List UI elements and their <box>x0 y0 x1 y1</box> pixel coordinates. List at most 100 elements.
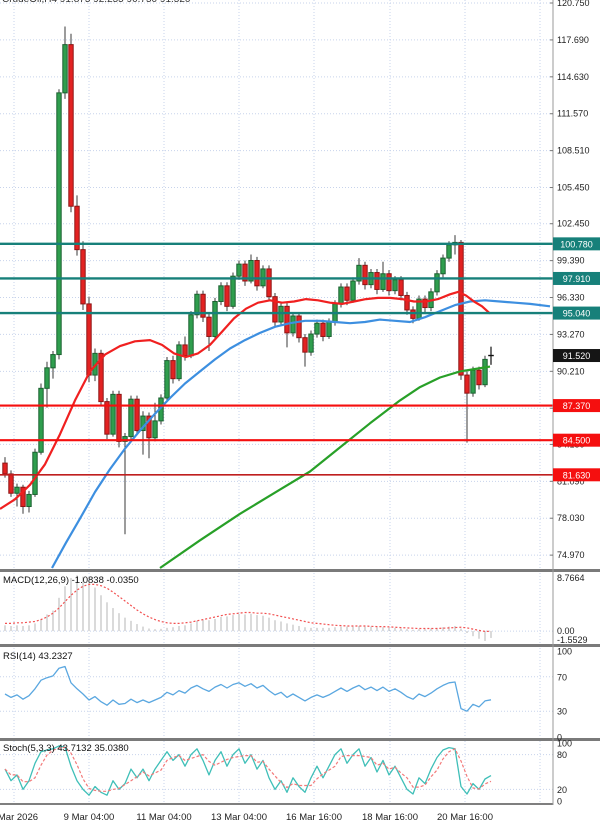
resistance-price-tag[interactable]: 95.040 <box>563 309 591 319</box>
pane-separator <box>0 644 600 647</box>
candle-down <box>458 241 464 376</box>
candle-down <box>146 415 152 439</box>
support-price-tag[interactable]: 87.370 <box>563 401 591 411</box>
candle-up <box>308 333 314 353</box>
candle-up <box>326 321 332 337</box>
rsi-axis-label: 100 <box>557 647 572 657</box>
candle-down <box>284 305 290 334</box>
candle-down <box>302 337 308 353</box>
candle-up <box>26 493 32 508</box>
stoch-k-line <box>4 745 492 796</box>
candle-down <box>422 298 428 309</box>
candle-up <box>314 322 320 335</box>
candle-up <box>164 360 170 399</box>
resistance-price-tag[interactable]: 97.910 <box>563 274 591 284</box>
candle-up <box>392 279 398 292</box>
price-axis-label: 78.030 <box>557 513 585 523</box>
candle-down <box>476 369 482 386</box>
time-axis-label[interactable]: 18 Mar 16:00 <box>362 812 418 823</box>
chart-title: CrudeOil,H4 91.875 92.255 90.750 91.520 <box>2 0 190 5</box>
time-axis-label[interactable]: 16 Mar 16:00 <box>286 812 342 823</box>
current-price-tag[interactable]: 91.520 <box>563 351 591 361</box>
price-axis-label: 114.630 <box>557 72 589 82</box>
candle-up <box>248 259 254 282</box>
time-axis-label[interactable]: 20 Mar 16:00 <box>437 812 493 823</box>
candle-up <box>290 315 296 334</box>
time-axis-label[interactable]: 13 Mar 04:00 <box>211 812 267 823</box>
price-axis-label: 74.970 <box>557 550 585 560</box>
time-axis: 5 Mar 2026 9 Mar 04:00 11 Mar 04:00 13 Mar … <box>0 812 493 823</box>
macd-signal-line <box>5 583 492 633</box>
price-axis-label: 81.090 <box>557 476 585 486</box>
candle-down <box>74 205 80 251</box>
resistance-price-tag[interactable]: 100.780 <box>560 239 593 249</box>
candle-up <box>62 44 68 94</box>
candle-up <box>482 358 488 386</box>
support-price-tag-bg <box>553 468 600 482</box>
candle-down <box>170 360 176 380</box>
candle-down <box>272 296 278 323</box>
resistance-price-tag-bg <box>553 237 600 251</box>
support-price-tag[interactable]: 81.630 <box>563 470 591 480</box>
candles-layer <box>2 26 494 535</box>
candle-down <box>98 352 104 403</box>
candle-down <box>182 344 188 357</box>
candle-down <box>404 294 410 311</box>
ma-slow-line[interactable] <box>159 365 491 569</box>
candle-up <box>470 369 476 394</box>
ma-fast-line[interactable] <box>0 290 491 510</box>
candle-down <box>116 393 122 442</box>
candle-down <box>206 316 212 337</box>
candle-up <box>152 420 158 439</box>
candle-up <box>338 286 344 305</box>
resistance-price-tag-bg <box>553 271 600 285</box>
stoch-axis-label: 0 <box>557 797 562 807</box>
candle-down <box>134 398 140 432</box>
support-price-tag[interactable]: 84.500 <box>563 436 591 446</box>
candle-up <box>218 285 224 302</box>
candle-up <box>440 257 446 275</box>
candle-up <box>236 263 242 277</box>
candle-down <box>464 374 470 394</box>
price-axis-label: 111.570 <box>557 109 588 119</box>
candle-down <box>242 263 248 282</box>
candle-up <box>110 393 116 435</box>
time-axis-label[interactable]: 5 Mar 2026 <box>0 812 38 823</box>
candle-up <box>128 398 134 438</box>
stoch-d-line <box>4 746 492 792</box>
stoch-label: Stoch(5,3,3) 43.7132 35.0380 <box>3 743 129 754</box>
time-axis-label[interactable]: 11 Mar 04:00 <box>136 812 191 823</box>
price-axis-label: 90.210 <box>557 366 585 376</box>
rsi-label: RSI(14) 43.2327 <box>3 651 73 662</box>
candle-down <box>374 272 380 290</box>
macd-max-label: 8.7664 <box>557 573 585 583</box>
candle-up <box>446 244 452 259</box>
candle-down <box>104 401 110 435</box>
pane-separator <box>0 569 600 572</box>
stoch-axis-label: 20 <box>557 785 567 795</box>
ma-mid-line[interactable] <box>51 299 551 569</box>
candle-up <box>122 436 128 442</box>
candle-up <box>194 293 200 316</box>
candle-down <box>86 303 92 376</box>
grid-lines <box>0 0 553 804</box>
candle-down <box>296 315 302 339</box>
macd-min-label: -1.5529 <box>557 635 588 645</box>
rsi-axis-label: 30 <box>557 707 567 717</box>
candle-down <box>398 279 404 296</box>
candle-up <box>188 314 194 357</box>
rsi-axis-label: 70 <box>557 672 567 682</box>
time-axis-label[interactable]: 9 Mar 04:00 <box>64 812 115 823</box>
resistance-price-tag-bg <box>553 306 600 320</box>
price-axis-label: 102.450 <box>557 219 590 229</box>
price-axis-label: 96.330 <box>557 293 585 303</box>
candle-up <box>14 486 20 494</box>
candle-down <box>362 264 368 286</box>
candle-down <box>8 473 14 494</box>
price-axis-label: 99.390 <box>557 256 585 266</box>
candle-up <box>380 273 386 290</box>
support-price-tag-bg <box>553 433 600 447</box>
rsi-line <box>4 665 492 712</box>
